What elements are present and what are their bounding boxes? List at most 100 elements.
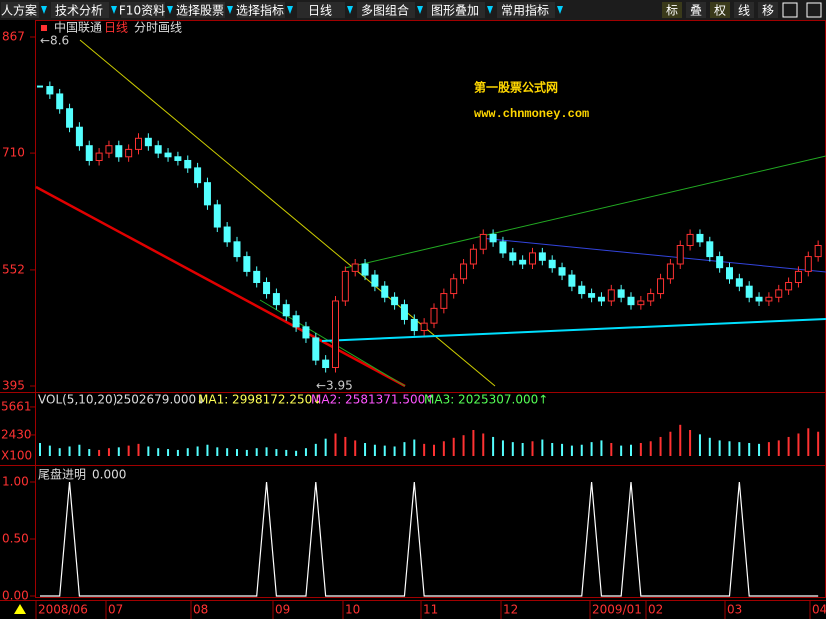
candle (657, 278, 665, 295)
x-tick-label: 2008/06 (38, 603, 88, 617)
y-tick-label: 710 (2, 146, 25, 160)
candle (558, 267, 566, 276)
y-tick-label: 2430 (1, 427, 32, 441)
candle (154, 145, 162, 154)
candle (676, 245, 684, 265)
toolbar-button[interactable] (357, 2, 415, 18)
x-tick-label: 12 (503, 603, 518, 617)
candle (381, 285, 389, 298)
draw-label: 分时画线 (134, 21, 182, 35)
toolbar-button[interactable] (297, 2, 345, 18)
toolbar-label: 技术分析 (55, 4, 103, 18)
toolbar-label: 日线 (308, 4, 332, 18)
toolbar-label: 线 (738, 4, 750, 18)
dropdown-arrow (287, 6, 293, 14)
candle (607, 289, 615, 302)
x-tick-label: 09 (275, 603, 290, 617)
vol-legend: VOL(5,10,20) (38, 393, 117, 407)
candle (588, 293, 596, 298)
dropdown-arrow (111, 6, 117, 14)
y-tick-label: 395 (2, 379, 25, 393)
candle (489, 233, 497, 243)
candle (361, 263, 369, 276)
toolbar-button[interactable] (121, 2, 165, 18)
dropdown-arrow (41, 6, 47, 14)
candle (302, 326, 310, 339)
candle (371, 274, 379, 287)
x-tick-label: 10 (345, 603, 360, 617)
y-tick-label: 0.00 (2, 589, 29, 603)
dropdown-arrow (487, 6, 493, 14)
candle (420, 322, 428, 332)
toolbar-label: 选择股票 (176, 4, 224, 18)
trend-line (321, 318, 826, 342)
toolbar-button[interactable] (51, 2, 109, 18)
icon-button[interactable] (782, 2, 798, 18)
candle (450, 278, 458, 295)
candle (203, 182, 211, 206)
watermark: 第一股票公式网 (474, 80, 558, 95)
x-tick-label: 04 (812, 603, 826, 617)
period: 日线 (104, 21, 128, 35)
candle (56, 93, 64, 110)
dropdown-arrow (417, 6, 423, 14)
ind-name: 尾盘进明 (38, 467, 86, 482)
toolbar-button[interactable] (662, 2, 682, 18)
x-tick-label: 07 (108, 603, 123, 617)
candle (745, 285, 753, 298)
candle (617, 289, 625, 298)
candle (696, 233, 704, 243)
y-tick-label: 1.00 (2, 475, 29, 489)
candle (804, 256, 812, 272)
candle (785, 281, 793, 291)
annotation: ←3.95 (316, 379, 353, 393)
candle (332, 300, 339, 369)
candle (223, 226, 231, 243)
candle (282, 304, 290, 317)
candle (174, 156, 182, 161)
toolbar-button[interactable] (427, 2, 485, 18)
toolbar-label: 叠 (690, 4, 702, 18)
candle (292, 315, 300, 328)
icon-button[interactable] (806, 2, 822, 18)
candle (144, 137, 152, 147)
candle (666, 263, 674, 280)
vol-last: 2502679.000↓ (116, 393, 206, 407)
candle (263, 281, 271, 295)
candle (440, 293, 448, 309)
toolbar-button[interactable] (1, 2, 39, 18)
candle (430, 307, 438, 324)
toolbar-button[interactable] (758, 2, 778, 18)
dropdown-arrow (557, 6, 563, 14)
x-tick-label: 2009/01 (592, 603, 642, 617)
dropdown-arrow (347, 6, 353, 14)
candle (322, 359, 330, 369)
dropdown-arrow (167, 6, 173, 14)
candle (37, 85, 43, 88)
candle (568, 274, 576, 287)
toolbar-button[interactable] (497, 2, 555, 18)
toolbar-button[interactable] (710, 2, 730, 18)
toolbar-label: 选择指标 (236, 3, 284, 18)
toolbar-button[interactable] (177, 2, 225, 18)
candle (726, 267, 733, 280)
candle (194, 167, 202, 184)
candle (184, 159, 192, 169)
toolbar-label: 移 (762, 4, 774, 18)
y-tick-label: 0.50 (2, 532, 29, 546)
stock-name: 中国联通 (54, 20, 102, 35)
toolbar-button[interactable] (686, 2, 706, 18)
toolbar-button[interactable] (237, 2, 285, 18)
toolbar-button[interactable] (734, 2, 754, 18)
candle (135, 137, 142, 150)
toolbar-label: F10资料 (119, 4, 165, 18)
vol-ma2: MA2: 2581371.500↑ (311, 393, 435, 407)
candle (529, 252, 536, 265)
toolbar-label: 人方案 (1, 3, 37, 18)
candle (105, 145, 113, 154)
trend-line (344, 155, 826, 269)
candle (469, 248, 477, 265)
trend-line (79, 39, 496, 387)
candle (706, 241, 714, 258)
